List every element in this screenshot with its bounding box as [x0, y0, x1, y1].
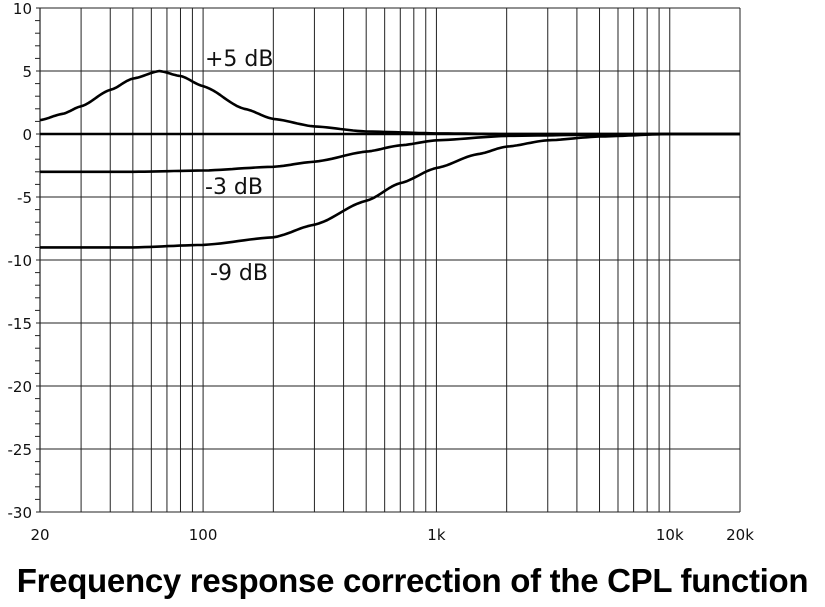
y-tick-label: -30 — [8, 504, 33, 522]
y-tick-label: -5 — [17, 189, 32, 207]
series-label: -3 dB — [205, 175, 263, 200]
x-tick-label: 1k — [427, 526, 446, 544]
series-label: +5 dB — [205, 47, 273, 72]
cpl-frequency-chart: 10 5 0 -5 -10 -15 -20 -25 -30 20 100 1k 10k 20k +5 dB -… — [8, 0, 755, 544]
y-tick-label: -20 — [8, 378, 33, 396]
x-tick-label: 20k — [726, 526, 754, 544]
y-tick-label: -25 — [8, 441, 33, 459]
chart-title: Frequency response correction of the CPL… — [16, 562, 809, 599]
series-line — [39, 69, 740, 136]
y-tick-label: 10 — [13, 0, 32, 18]
x-tick-label: 20 — [30, 526, 49, 544]
y-tick-label: 0 — [22, 126, 32, 144]
series-label: -9 dB — [210, 261, 268, 286]
y-tick-label: 5 — [22, 63, 32, 81]
y-tick-label: -10 — [8, 252, 33, 270]
series-line — [40, 132, 740, 249]
y-tick-label: -15 — [8, 315, 33, 333]
x-tick-label: 10k — [656, 526, 684, 544]
series-line — [40, 132, 740, 174]
x-tick-label: 100 — [189, 526, 218, 544]
